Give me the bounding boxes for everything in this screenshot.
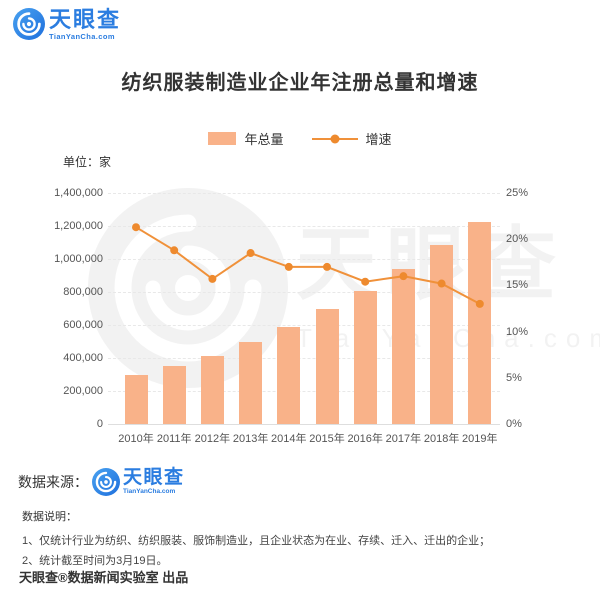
bar-2016年 bbox=[353, 291, 377, 424]
y-left-tick-label: 800,000 bbox=[63, 286, 103, 298]
y-right-tick-label: 0% bbox=[506, 418, 522, 430]
chart-area: 天眼查 TianYanCha.com 0 200,000 400,000 600,00… bbox=[54, 182, 600, 445]
tianyancha-logo: 天眼查 TianYanCha.com bbox=[13, 8, 121, 41]
x-axis-label-2017年: 2017年 bbox=[385, 433, 422, 445]
gridline bbox=[108, 358, 500, 359]
growth-point-2012年 bbox=[208, 274, 217, 283]
data-source-label: 数据来源： bbox=[18, 474, 88, 490]
y-left-tick-label: 600,000 bbox=[63, 319, 103, 331]
note-item: 1、仅统计行业为纺织、纺织服装、服饰制造业，且企业状态为在业、存续、迁入、迁出的… bbox=[22, 535, 491, 547]
x-axis-label-2018年: 2018年 bbox=[423, 433, 460, 445]
growth-point-2010年 bbox=[132, 223, 140, 232]
growth-point-2016年 bbox=[361, 277, 370, 286]
bar-2017年 bbox=[391, 268, 415, 424]
bar-2010年 bbox=[124, 374, 148, 424]
y-left-tick-label: 200,000 bbox=[63, 385, 103, 397]
y-right-tick-label: 5% bbox=[506, 371, 522, 384]
data-source-row: 数据来源： 天眼查 TianYanCha.com bbox=[18, 468, 185, 496]
y-left-tick-label: 1,000,000 bbox=[54, 253, 103, 265]
x-axis-label-2016年: 2016年 bbox=[347, 433, 383, 445]
gridline bbox=[108, 193, 500, 194]
bar-2018年 bbox=[430, 244, 454, 424]
gridline bbox=[108, 325, 500, 326]
data-notes: 数据说明： 1、仅统计行业为纺织、纺织服装、服饰制造业，且企业状态为在业、存续、… bbox=[22, 508, 490, 571]
gridline bbox=[108, 424, 500, 425]
chart-title: 纺织服装制造业企业年注册总量和增速 bbox=[121, 72, 479, 94]
x-axis-label-2014年: 2014年 bbox=[271, 433, 307, 445]
footer-credit: 天眼查®数据新闻实验室 出品 bbox=[19, 570, 189, 585]
chart-legend: 年总量 增速 bbox=[0, 129, 600, 148]
data-source-logo: 天眼查 TianYanCha.com bbox=[92, 468, 185, 496]
unit-label: 单位：家 bbox=[63, 155, 112, 169]
x-axis-label-2010年: 2010年 bbox=[118, 433, 154, 445]
bar-2012年 bbox=[200, 355, 224, 424]
brand-domain: TianYanCha.com bbox=[123, 488, 176, 495]
x-axis-label-2019年: 2019年 bbox=[462, 433, 498, 445]
brand-text: 天眼查 TianYanCha.com bbox=[49, 8, 121, 41]
x-axis-label-2012年: 2012年 bbox=[194, 433, 231, 445]
y-right-tick-label: 10% bbox=[506, 325, 529, 338]
gridline bbox=[108, 391, 500, 392]
bar-legend-swatch bbox=[208, 132, 237, 145]
bar-2015年 bbox=[315, 309, 339, 424]
bar-2011年 bbox=[162, 366, 186, 424]
y-right-tick-label: 20% bbox=[506, 233, 529, 246]
note-item: 2、统计截至时间为3月19日。 bbox=[22, 555, 168, 567]
y-left-tick-label: 1,400,000 bbox=[54, 187, 103, 199]
notes-heading: 数据说明： bbox=[22, 511, 77, 523]
brand-name: 天眼查 bbox=[49, 7, 122, 32]
line-legend-label: 增速 bbox=[365, 132, 392, 147]
x-axis-label-2011年: 2011年 bbox=[156, 433, 192, 445]
bar-2014年 bbox=[277, 326, 301, 424]
line-legend-marker bbox=[311, 134, 358, 143]
growth-point-2011年 bbox=[170, 246, 179, 255]
growth-point-2014年 bbox=[284, 262, 293, 271]
bar-2013年 bbox=[239, 341, 263, 424]
x-axis-label-2013年: 2013年 bbox=[232, 433, 269, 445]
watermark: 天眼查 TianYanCha.com bbox=[88, 182, 600, 394]
growth-point-2015年 bbox=[323, 262, 331, 271]
bar-2019年 bbox=[468, 221, 492, 424]
gridline bbox=[108, 226, 500, 227]
y-right-tick-label: 15% bbox=[506, 279, 529, 292]
brand-domain: TianYanCha.com bbox=[49, 32, 115, 41]
y-left-tick-label: 1,200,000 bbox=[54, 220, 103, 232]
y-left-tick-label: 0 bbox=[96, 418, 103, 430]
y-right-tick-label: 25% bbox=[506, 187, 529, 199]
bar-legend-label: 年总量 bbox=[244, 132, 284, 147]
brand-name: 天眼查 bbox=[123, 467, 185, 488]
tianyancha-eye-icon bbox=[13, 8, 45, 40]
x-axis-label-2015年: 2015年 bbox=[309, 433, 345, 445]
growth-point-2013年 bbox=[246, 249, 255, 258]
line-legend-dot-icon bbox=[330, 134, 339, 143]
y-left-tick-label: 400,000 bbox=[63, 352, 103, 364]
tianyancha-eye-icon bbox=[92, 468, 120, 496]
